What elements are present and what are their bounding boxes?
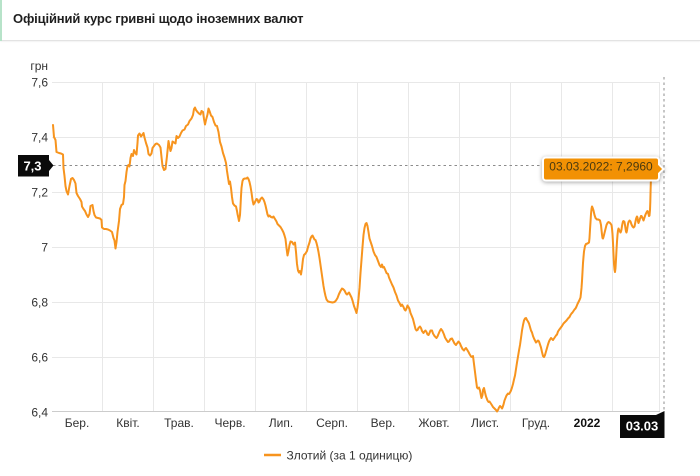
svg-text:2022: 2022 — [574, 416, 601, 430]
svg-text:Жовт.: Жовт. — [418, 416, 449, 430]
svg-text:03.03: 03.03 — [626, 419, 659, 434]
svg-text:7,2: 7,2 — [31, 186, 48, 200]
svg-text:7,6: 7,6 — [31, 76, 48, 90]
svg-text:03.03.2022: 7,2960: 03.03.2022: 7,2960 — [549, 160, 653, 174]
svg-text:Серп.: Серп. — [316, 416, 348, 430]
svg-text:7,4: 7,4 — [31, 131, 48, 145]
svg-text:Черв.: Черв. — [214, 416, 245, 430]
svg-text:Груд.: Груд. — [522, 416, 550, 430]
svg-text:Лист.: Лист. — [471, 416, 499, 430]
svg-text:Квіт.: Квіт. — [116, 416, 140, 430]
svg-text:Вер.: Вер. — [371, 416, 396, 430]
svg-text:6,4: 6,4 — [31, 406, 48, 420]
svg-text:7,3: 7,3 — [23, 159, 41, 174]
svg-text:грн: грн — [30, 59, 48, 73]
svg-text:Трав.: Трав. — [164, 416, 194, 430]
svg-text:Лип.: Лип. — [269, 416, 293, 430]
svg-text:6,6: 6,6 — [31, 351, 48, 365]
svg-text:6,8: 6,8 — [31, 296, 48, 310]
svg-text:Бер.: Бер. — [65, 416, 90, 430]
svg-text:Злотий (за 1 одиницю): Злотий (за 1 одиницю) — [287, 449, 413, 463]
svg-text:7: 7 — [41, 241, 48, 255]
